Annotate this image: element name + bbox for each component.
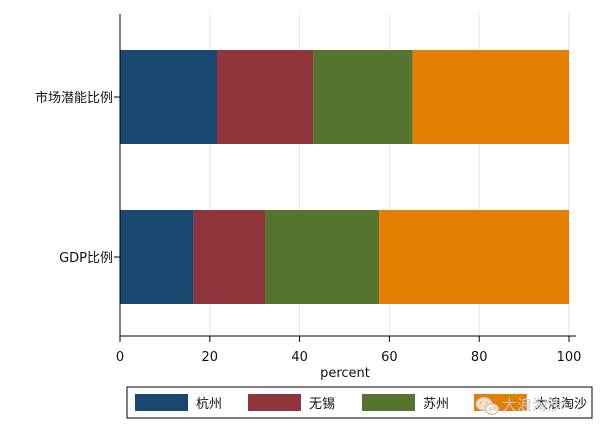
bar-1-1 — [193, 210, 266, 304]
legend-swatch-1 — [248, 394, 301, 411]
bar-1-2 — [265, 210, 380, 304]
x-tick-label-0: 0 — [116, 350, 124, 365]
x-tick-label-3: 60 — [381, 350, 398, 365]
legend-label-0: 杭州 — [196, 397, 222, 412]
bar-0-3 — [412, 50, 569, 144]
x-tick-label-4: 80 — [471, 350, 488, 365]
watermark-text: 大浪淘沙 — [502, 396, 562, 414]
legend-label-3: 大浪淘沙 — [535, 397, 587, 412]
legend-label-2: 苏州 — [423, 396, 449, 412]
bar-0-1 — [216, 50, 314, 144]
legend-swatch-2 — [362, 394, 415, 411]
legend-swatch-0 — [135, 394, 188, 411]
x-axis-title: percent — [320, 366, 370, 381]
bar-0-0 — [120, 50, 217, 144]
category-label-1: GDP比例 — [59, 251, 113, 266]
wechat-icon — [475, 396, 500, 415]
bar-1-3 — [379, 210, 569, 304]
x-tick-label-2: 40 — [291, 350, 308, 365]
x-tick-label-1: 20 — [202, 350, 219, 365]
bar-0-2 — [313, 50, 413, 144]
category-label-0: 市场潜能比例 — [35, 90, 113, 106]
x-tick-label-5: 100 — [557, 350, 582, 365]
bar-1-0 — [120, 210, 194, 304]
legend-label-1: 无锡 — [309, 397, 335, 412]
